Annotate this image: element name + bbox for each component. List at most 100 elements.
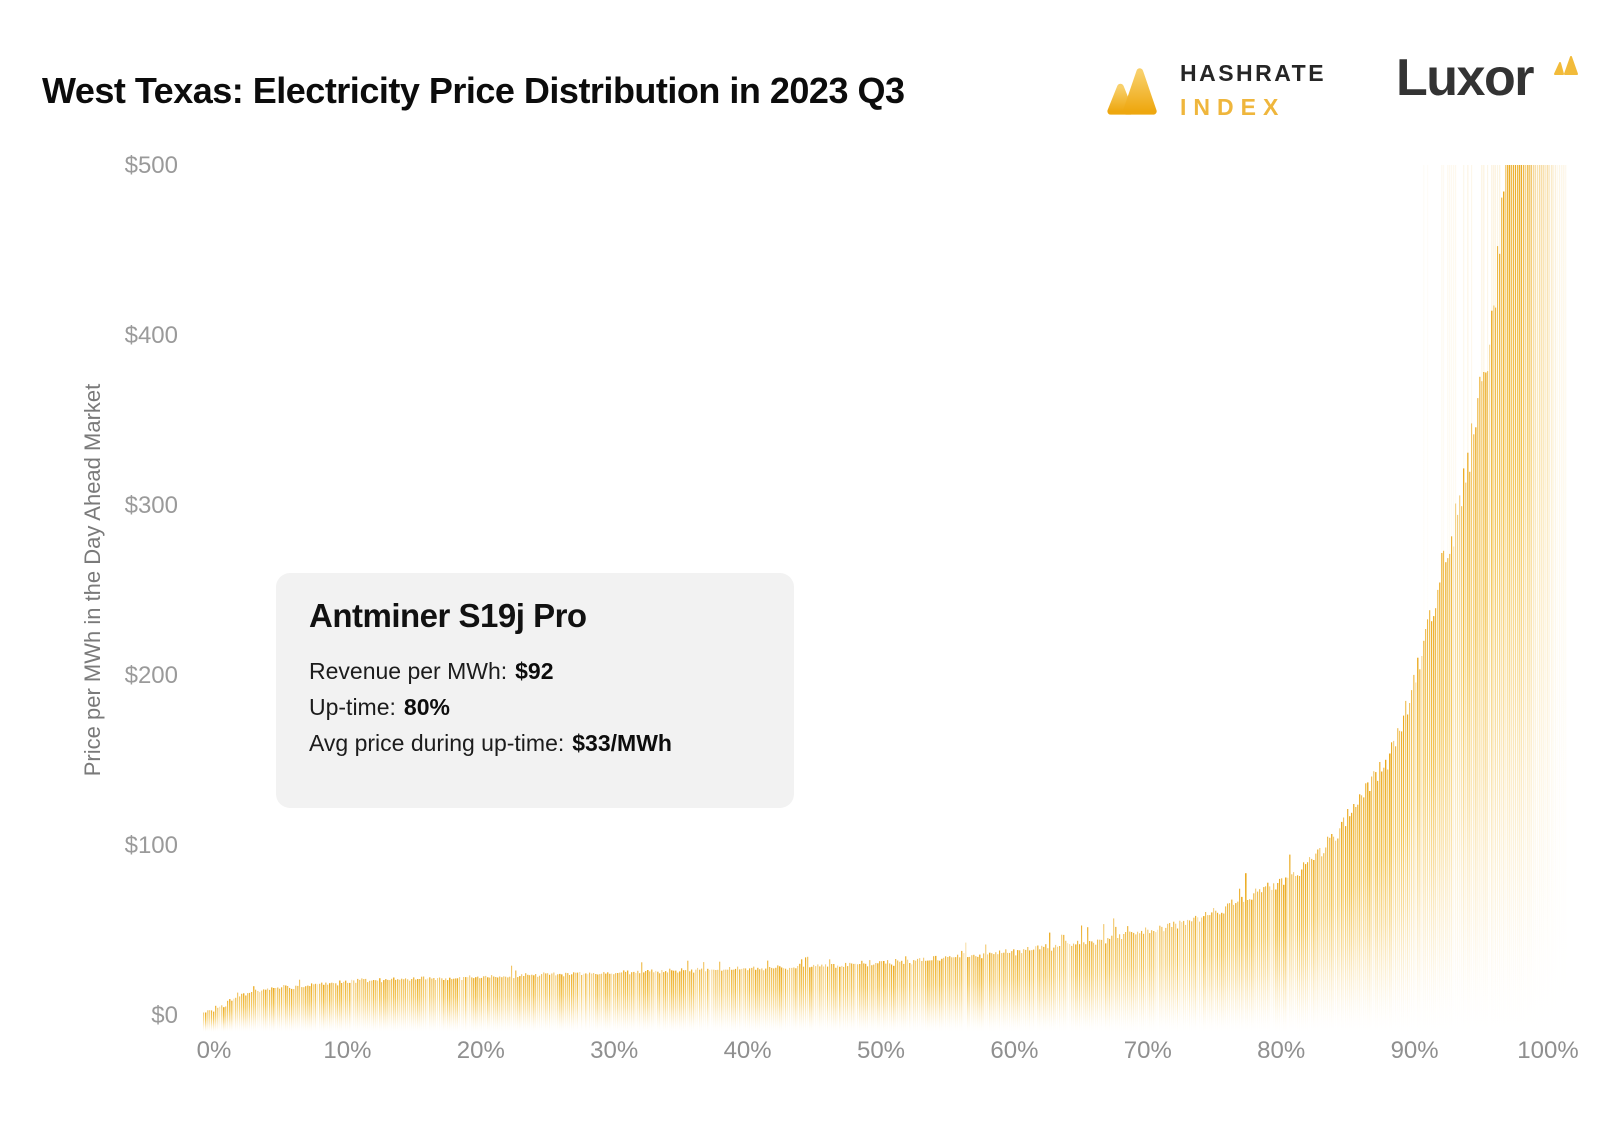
price-bar (857, 964, 859, 1032)
price-bar (1215, 910, 1217, 1032)
price-bar (807, 956, 809, 1032)
price-bar (767, 960, 769, 1032)
price-bar (333, 983, 335, 1032)
price-bar (1013, 949, 1015, 1032)
price-bar (421, 976, 423, 1032)
price-bar (1443, 550, 1445, 1032)
price-bar (699, 969, 701, 1032)
price-bar (1207, 915, 1209, 1032)
x-tick-label: 70% (1124, 1037, 1172, 1064)
price-bar (1303, 862, 1305, 1032)
price-bar (591, 973, 593, 1032)
price-bar (565, 972, 567, 1032)
price-bar (911, 964, 913, 1032)
price-bar (1409, 703, 1411, 1032)
price-bar (589, 972, 591, 1032)
uptime-value: 80% (403, 694, 450, 720)
price-bar (429, 977, 431, 1032)
price-bar (1493, 305, 1495, 1032)
price-bar (1125, 932, 1127, 1032)
price-bar (307, 985, 309, 1032)
price-bar (1375, 772, 1377, 1032)
price-bar (1495, 307, 1497, 1033)
price-bar (819, 966, 821, 1032)
price-bar (1067, 943, 1069, 1032)
price-bar (525, 973, 527, 1032)
price-bar (1117, 938, 1119, 1032)
price-bar (1213, 908, 1215, 1032)
price-bar (551, 973, 553, 1032)
price-bar (1305, 864, 1307, 1032)
price-bar (461, 980, 463, 1032)
price-bar (1087, 927, 1089, 1032)
price-bar (1445, 562, 1447, 1032)
price-bar (1153, 931, 1155, 1032)
price-bar (1255, 888, 1257, 1032)
price-bar (379, 978, 381, 1032)
price-bar (211, 1010, 213, 1032)
price-bar (787, 969, 789, 1032)
price-bar (1291, 874, 1293, 1032)
price-bar (927, 960, 929, 1032)
price-bar (1325, 847, 1327, 1032)
price-bar (673, 970, 675, 1032)
price-bar (215, 1005, 217, 1032)
price-bar (1217, 912, 1219, 1032)
price-bar (921, 961, 923, 1032)
price-bar (601, 973, 603, 1032)
price-bar (405, 978, 407, 1032)
price-bar (1501, 197, 1503, 1033)
price-bar (411, 979, 413, 1032)
price-bar (721, 970, 723, 1032)
price-bar (905, 956, 907, 1032)
price-bar (459, 977, 461, 1032)
price-bar (337, 985, 339, 1032)
price-bar (517, 977, 519, 1032)
price-bar (669, 968, 671, 1032)
price-bar (1277, 883, 1279, 1032)
price-bar (249, 992, 251, 1032)
price-bar (1323, 853, 1325, 1032)
price-bar (1011, 951, 1013, 1032)
price-bar (1185, 924, 1187, 1032)
hashrate-label: HASHRATE (1180, 60, 1327, 86)
price-bar (1047, 948, 1049, 1032)
price-bar (1081, 925, 1083, 1032)
price-bar (1253, 893, 1255, 1032)
price-bar (1509, 165, 1511, 1032)
price-bar (407, 979, 409, 1032)
price-bar (319, 983, 321, 1032)
price-bar (585, 973, 587, 1032)
price-bar (259, 992, 261, 1032)
price-bar (339, 980, 341, 1032)
price-bar (1383, 767, 1385, 1032)
price-bar (735, 968, 737, 1032)
price-bar (417, 979, 419, 1032)
price-bar (433, 978, 435, 1032)
price-bar (1475, 427, 1477, 1032)
price-bar (1461, 506, 1463, 1032)
price-bar (1137, 931, 1139, 1032)
price-bar (667, 972, 669, 1032)
price-bar (1057, 946, 1059, 1032)
price-bar (449, 977, 451, 1032)
price-bar (1467, 452, 1469, 1032)
price-bar (1231, 899, 1233, 1032)
price-bar (887, 960, 889, 1032)
luxor-logo: Luxor (1396, 52, 1578, 104)
price-bar (223, 1007, 225, 1032)
price-bar (625, 971, 627, 1032)
price-bar (327, 984, 329, 1032)
miner-name: Antminer S19j Pro (309, 597, 587, 634)
price-bar (653, 972, 655, 1032)
price-bar (295, 985, 297, 1032)
price-bar (1313, 860, 1315, 1032)
price-bar (707, 968, 709, 1032)
price-bar (1225, 906, 1227, 1032)
price-bar (851, 963, 853, 1032)
price-bar (577, 972, 579, 1032)
price-bar (1389, 753, 1391, 1032)
price-bar (315, 983, 317, 1032)
price-bar (693, 972, 695, 1032)
